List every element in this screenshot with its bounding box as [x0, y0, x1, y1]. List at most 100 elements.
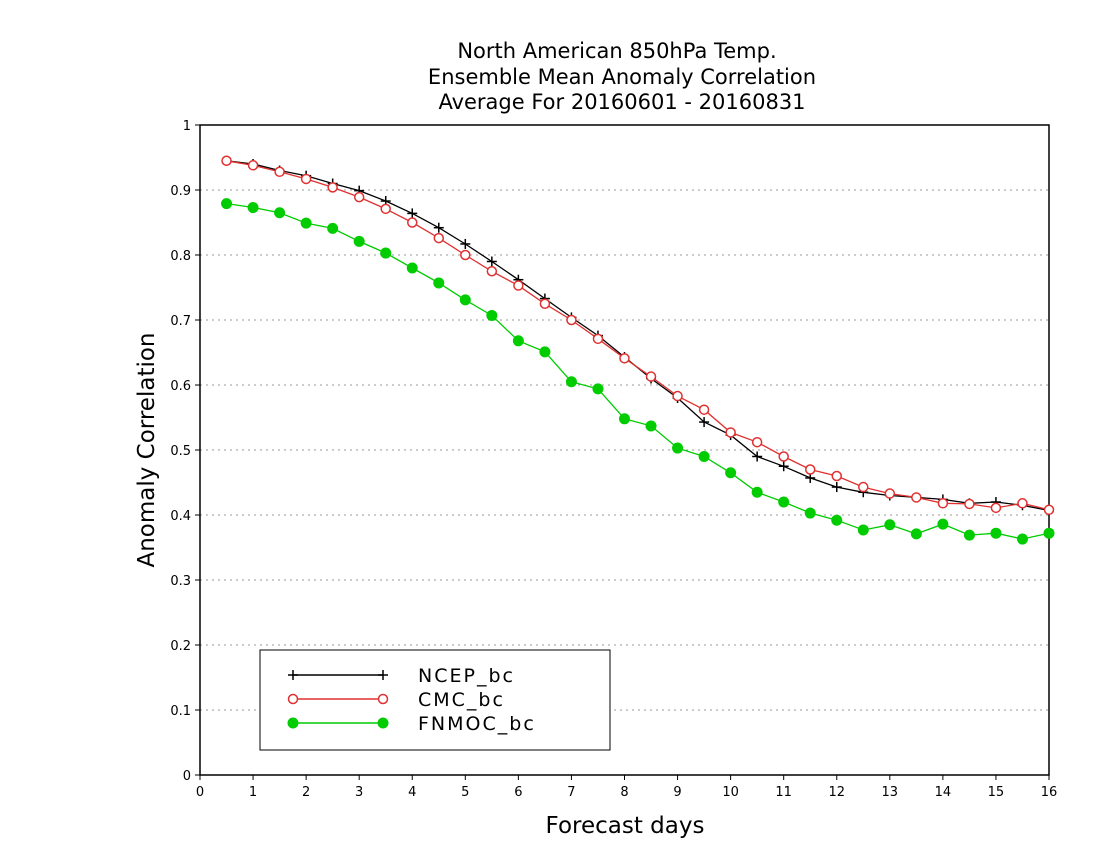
- series-layer: [221, 155, 1055, 545]
- data-point-cmc-bc: [566, 314, 577, 326]
- data-point-ncep-bc: [407, 208, 418, 219]
- gridlines: [200, 189, 1049, 711]
- data-point-cmc-bc: [725, 427, 736, 438]
- data-point-cmc-bc: [858, 481, 869, 493]
- legend-entry-cmc-bc: CMC_bc: [287, 689, 503, 711]
- x-tick-label: 15: [988, 785, 1005, 800]
- legend-entry-fnmoc-bc: FNMOC_bc: [287, 713, 536, 735]
- data-point-fnmoc-bc: [672, 442, 684, 454]
- data-point-fnmoc-bc: [804, 507, 816, 519]
- data-point-fnmoc-bc: [512, 335, 524, 347]
- chart-title-line-3: Average For 20160601 - 20160831: [438, 90, 805, 114]
- data-point-cmc-bc: [990, 502, 1002, 514]
- series-cmc-bc: [221, 155, 1055, 516]
- chart-title-line-2: Ensemble Mean Anomaly Correlation: [428, 65, 816, 89]
- data-point-fnmoc-bc: [990, 527, 1002, 539]
- series-ncep-bc: [221, 155, 1054, 516]
- y-tick-label: 0.6: [170, 379, 191, 394]
- x-tick-label: 10: [722, 785, 739, 800]
- data-point-fnmoc-bc: [274, 207, 286, 219]
- data-point-cmc-bc: [698, 404, 710, 415]
- x-tick-label: 13: [882, 785, 899, 800]
- data-point-cmc-bc: [327, 182, 338, 193]
- data-point-fnmoc-bc: [539, 346, 551, 358]
- x-tick-label: 11: [775, 785, 792, 800]
- y-tick-label: 0.1: [170, 704, 191, 719]
- data-point-cmc-bc: [911, 492, 922, 503]
- data-point-ncep-bc: [486, 256, 497, 267]
- legend-label-ncep-bc: NCEP_bc: [418, 665, 515, 687]
- data-point-fnmoc-bc: [592, 383, 604, 395]
- data-point-cmc-bc: [433, 232, 445, 244]
- data-point-cmc-bc: [486, 266, 498, 277]
- data-point-fnmoc-bc: [884, 519, 896, 531]
- data-point-fnmoc-bc: [486, 309, 498, 321]
- x-tick-label: 14: [935, 785, 952, 800]
- y-tick-label: 0.7: [170, 314, 191, 329]
- data-point-fnmoc-bc: [247, 202, 259, 214]
- data-point-fnmoc-bc: [751, 486, 763, 498]
- data-point-fnmoc-bc: [645, 420, 657, 432]
- data-point-fnmoc-bc: [937, 518, 949, 530]
- y-tick-label: 0.2: [170, 639, 191, 654]
- x-tick-label: 12: [828, 785, 845, 800]
- data-point-ncep-bc: [752, 451, 763, 462]
- x-tick-label: 0: [196, 785, 204, 800]
- legend-box: [259, 649, 611, 751]
- data-point-fnmoc-bc: [221, 198, 233, 210]
- data-point-fnmoc-bc: [725, 467, 737, 479]
- y-tick-label: 0: [183, 769, 191, 784]
- axis-ticks: 00.10.20.30.40.50.60.70.80.910 1 2 3 4 5 6 7 8 9 1…: [170, 119, 1057, 800]
- legend-marker-fnmoc-bc: [287, 717, 299, 729]
- chart-title-line-1: North American 850hPa Temp.: [457, 39, 776, 63]
- data-point-fnmoc-bc: [1043, 527, 1055, 539]
- data-point-fnmoc-bc: [353, 235, 365, 247]
- data-point-cmc-bc: [460, 249, 471, 261]
- data-point-cmc-bc: [247, 160, 259, 171]
- data-point-cmc-bc: [407, 217, 418, 228]
- data-point-fnmoc-bc: [698, 451, 710, 462]
- legend-label-fnmoc-bc: FNMOC_bc: [418, 713, 536, 735]
- data-point-cmc-bc: [778, 451, 789, 462]
- data-point-fnmoc-bc: [963, 529, 975, 541]
- data-point-fnmoc-bc: [327, 222, 339, 234]
- data-point-cmc-bc: [672, 390, 683, 402]
- legend-marker-ncep-bc: [288, 670, 298, 680]
- y-tick-label: 0.8: [170, 249, 191, 264]
- data-point-fnmoc-bc: [406, 262, 418, 274]
- x-tick-label: 5: [461, 785, 469, 800]
- x-tick-label: 4: [408, 785, 416, 800]
- y-axis-label: Anomaly Correlation: [134, 332, 160, 567]
- data-point-fnmoc-bc: [380, 247, 392, 259]
- data-point-cmc-bc: [1017, 498, 1028, 509]
- data-point-fnmoc-bc: [778, 496, 790, 508]
- data-point-cmc-bc: [964, 498, 975, 510]
- data-point-fnmoc-bc: [831, 514, 843, 526]
- x-tick-label: 6: [514, 785, 522, 800]
- y-tick-label: 0.9: [170, 184, 191, 199]
- x-tick-label: 2: [302, 785, 310, 800]
- y-tick-label: 1: [183, 119, 191, 134]
- data-point-cmc-bc: [592, 333, 604, 345]
- data-point-ncep-bc: [778, 461, 789, 472]
- data-point-cmc-bc: [1043, 504, 1055, 516]
- x-tick-label: 3: [355, 785, 363, 800]
- x-tick-label: 7: [567, 785, 575, 800]
- data-point-cmc-bc: [804, 464, 816, 475]
- data-point-fnmoc-bc: [565, 376, 577, 388]
- y-tick-label: 0.4: [170, 509, 191, 524]
- data-point-cmc-bc: [619, 353, 630, 364]
- data-point-ncep-bc: [831, 482, 842, 493]
- data-point-ncep-bc: [699, 417, 710, 428]
- data-point-ncep-bc: [433, 222, 444, 233]
- y-tick-label: 0.3: [170, 574, 191, 589]
- legend-marker-cmc-bc: [377, 693, 389, 705]
- y-tick-label: 0.5: [170, 444, 191, 459]
- data-point-cmc-bc: [274, 166, 285, 178]
- legend-entry-ncep-bc: NCEP_bc: [288, 665, 515, 687]
- x-tick-label: 8: [620, 785, 628, 800]
- data-point-fnmoc-bc: [857, 524, 869, 536]
- data-point-cmc-bc: [221, 155, 232, 166]
- data-point-fnmoc-bc: [300, 217, 312, 229]
